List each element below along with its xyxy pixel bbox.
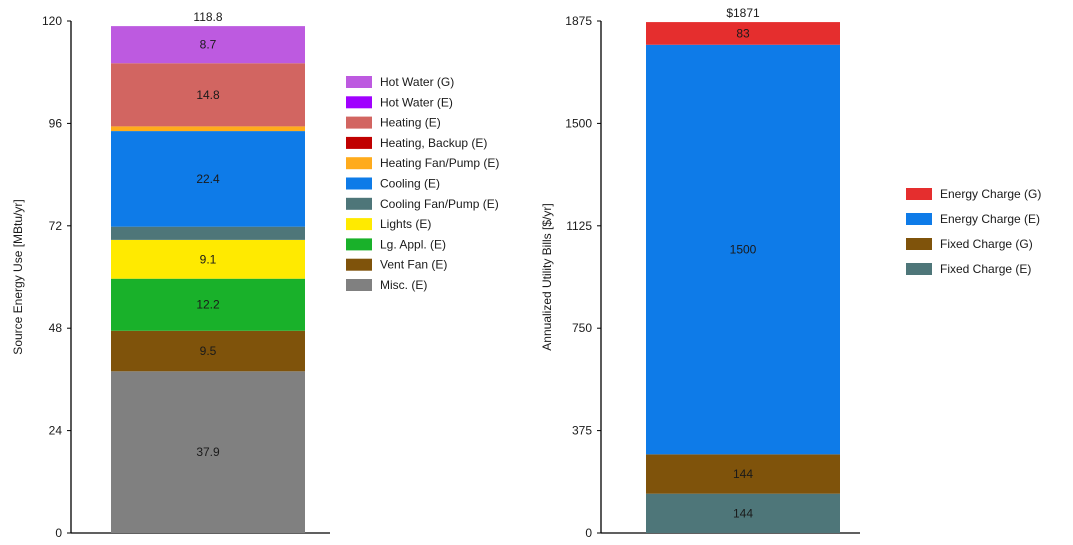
legend-swatch [906,213,932,225]
bar-segment-lg-appl-e [111,278,305,331]
legend-swatch [906,188,932,200]
bar-segment-cooling-e [111,131,305,227]
legend-label: Fixed Charge (G) [940,237,1033,251]
data-label: 83 [736,26,750,40]
y-tick-label: 0 [55,526,62,540]
legend-item: Vent Fan (E) [346,258,447,272]
bar-segment-fixed-charge-e [646,493,840,533]
y-tick-label: 750 [572,321,592,335]
bar-segment-heating-e [111,63,305,127]
legend-label: Cooling (E) [380,177,440,191]
legend-swatch [346,157,372,170]
legend-label: Lights (E) [380,217,431,231]
legend-item: Heating (E) [346,116,441,130]
y-axis-title: Source Energy Use [MBtu/yr] [11,199,25,354]
data-label: 22.4 [196,172,220,186]
legend-swatch [906,238,932,250]
data-label: 14.8 [196,88,220,102]
legend-item: Heating, Backup (E) [346,136,487,150]
data-label: 9.5 [200,344,217,358]
legend-label: Heating (E) [380,116,441,130]
data-label: 1500 [730,243,757,257]
y-tick-label: 72 [49,219,63,233]
legend-item: Energy Charge (E) [906,212,1040,226]
bar-segment-vent-fan-e [111,330,305,372]
y-tick-label: 24 [49,424,63,438]
data-label: 144 [733,506,753,520]
legend-label: Heating, Backup (E) [380,136,487,150]
data-label: 8.7 [200,38,217,52]
y-tick-label: 1875 [565,14,592,28]
total-label: $1871 [726,6,760,20]
legend-swatch [346,177,372,190]
legend-item: Hot Water (E) [346,95,453,109]
legend-item: Hot Water (G) [346,75,454,89]
bar-segment-lights-e [111,239,305,279]
legend-swatch [346,96,372,109]
legend-item: Energy Charge (G) [906,187,1041,201]
legend-item: Misc. (E) [346,278,427,292]
legend-swatch [346,136,372,149]
legend-item: Cooling (E) [346,177,440,191]
bar-segment-energy-charge-e [646,44,840,455]
utility-bills-chart: 0 375 750 1125 1500 1875 Annualized Utility Bi… [540,6,1041,540]
y-tick-label: 120 [42,14,62,28]
bar-segment-heating-fan-pump-e [111,126,305,132]
y-tick-label: 1500 [565,116,592,130]
y-tick-label: 96 [49,116,63,130]
legend-swatch [346,197,372,210]
y-tick-label: 0 [585,526,592,540]
bar-segment-misc-e [111,371,305,533]
bar-segment-hot-water-g [111,26,305,64]
legend-swatch [346,76,372,88]
data-label: 9.1 [200,252,217,266]
legend-label: Energy Charge (E) [940,212,1040,226]
legend-item: Heating Fan/Pump (E) [346,156,499,170]
legend-label: Heating Fan/Pump (E) [380,156,499,170]
data-label: 12.2 [196,298,220,312]
legend-item: Fixed Charge (G) [906,237,1033,251]
legend-item: Lg. Appl. (E) [346,237,446,251]
bar-segment-cooling-fan-pump-e [111,226,305,240]
legend-label: Fixed Charge (E) [940,262,1031,276]
data-label: 37.9 [196,445,220,459]
data-label: 144 [733,467,753,481]
legend-item: Fixed Charge (E) [906,262,1031,276]
legend-swatch [346,218,372,231]
legend-label: Lg. Appl. (E) [380,237,446,251]
source-energy-chart: 0 24 48 72 96 120 Source Energy Use [MBtu/yr] 3… [11,10,499,540]
y-axis-title: Annualized Utility Bills [$/yr] [540,203,554,350]
y-tick-label: 375 [572,424,592,438]
legend-swatch [346,279,372,291]
legend-item: Cooling Fan/Pump (E) [346,197,499,211]
legend-swatch [906,263,932,275]
legend-label: Misc. (E) [380,278,427,292]
legend-swatch [346,238,372,251]
legend-label: Hot Water (E) [380,95,453,109]
y-tick-label: 48 [49,321,63,335]
legend-label: Vent Fan (E) [380,258,447,272]
legend-swatch [346,258,372,271]
legend-label: Energy Charge (G) [940,187,1041,201]
legend-item: Lights (E) [346,217,431,231]
legend-label: Hot Water (G) [380,75,454,89]
legend-swatch [346,116,372,129]
y-tick-label: 1125 [566,219,592,233]
bar-segment-energy-charge-g [646,22,840,45]
legend-label: Cooling Fan/Pump (E) [380,197,499,211]
total-label: 118.8 [193,10,222,24]
bar-segment-fixed-charge-g [646,454,840,494]
